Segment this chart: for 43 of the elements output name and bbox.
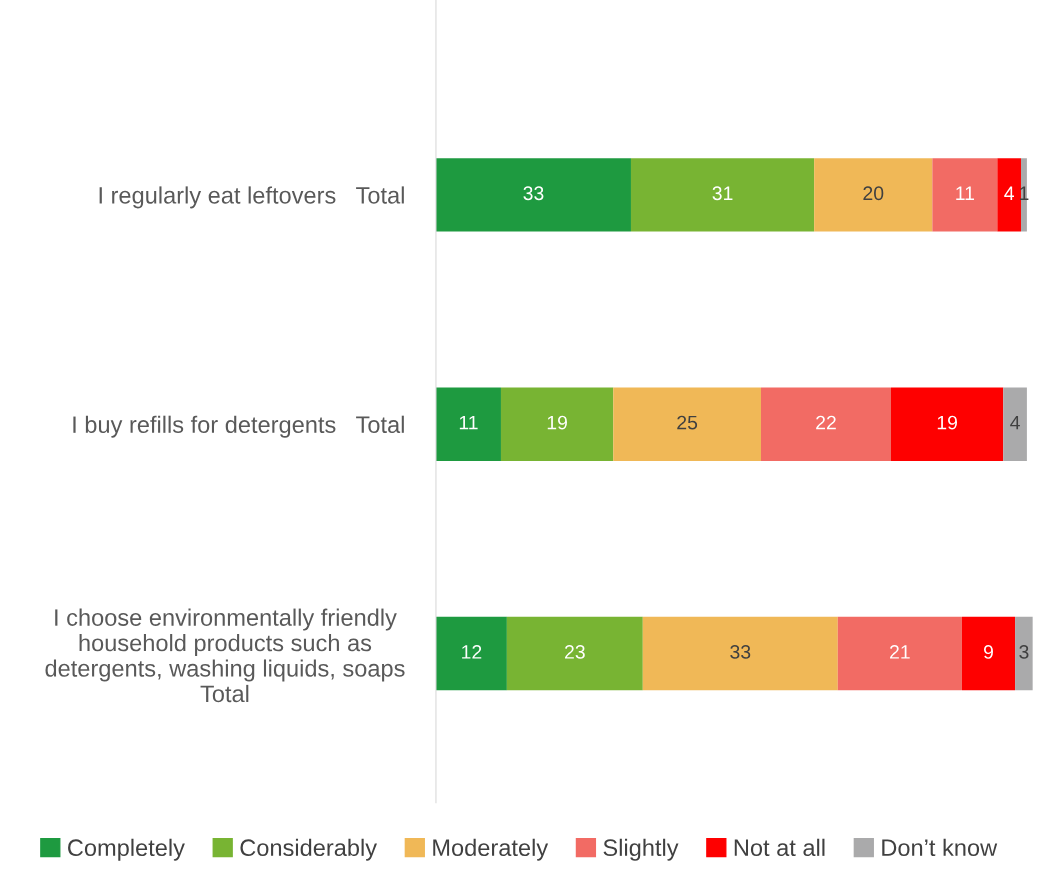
legend-label: Slightly — [603, 838, 679, 861]
bar — [435, 616, 507, 691]
legend-label: Considerably — [240, 838, 377, 861]
data-label: 19 — [937, 415, 958, 430]
data-label: 4 — [1004, 186, 1015, 200]
bar — [1015, 616, 1033, 691]
bar — [837, 616, 962, 691]
bar — [814, 158, 933, 232]
data-label: 9 — [983, 645, 993, 659]
data-label: 23 — [565, 645, 585, 659]
data-label: 25 — [677, 415, 698, 430]
data-label: 21 — [890, 645, 910, 659]
data-label: 11 — [956, 186, 974, 200]
bar — [435, 387, 501, 461]
data-label: 33 — [730, 645, 751, 659]
legend-label: Not at all — [734, 838, 825, 857]
bar — [500, 387, 614, 461]
legend-label: Moderately — [433, 838, 549, 861]
y-tick-label: I buy refills for detergents Total — [73, 415, 404, 438]
data-label: 31 — [712, 186, 733, 201]
data-label: 22 — [816, 415, 836, 430]
bar — [997, 158, 1021, 232]
bar — [642, 616, 838, 691]
bar — [630, 158, 815, 232]
bar — [1003, 387, 1027, 461]
data-label: 11 — [459, 415, 478, 430]
data-label: 20 — [863, 186, 884, 201]
data-label: 12 — [462, 645, 482, 659]
bar — [760, 387, 891, 461]
legend-label: Don’t know — [882, 838, 998, 857]
bar — [932, 158, 998, 232]
bar — [506, 616, 643, 691]
bar — [435, 158, 631, 232]
data-label: 33 — [523, 186, 544, 201]
y-tick-label: I regularly eat leftovers Total — [99, 186, 404, 209]
bar — [890, 387, 1004, 461]
data-label: 3 — [1019, 645, 1029, 659]
bar — [613, 387, 761, 461]
data-label: 4 — [1010, 415, 1020, 430]
data-label: 19 — [547, 415, 567, 430]
bar — [961, 616, 1016, 691]
legend-label: Completely — [68, 838, 185, 861]
y-tick-label: I choose environmentally friendly household products such as detergents, washing liquids, soaps Total — [45, 608, 405, 703]
